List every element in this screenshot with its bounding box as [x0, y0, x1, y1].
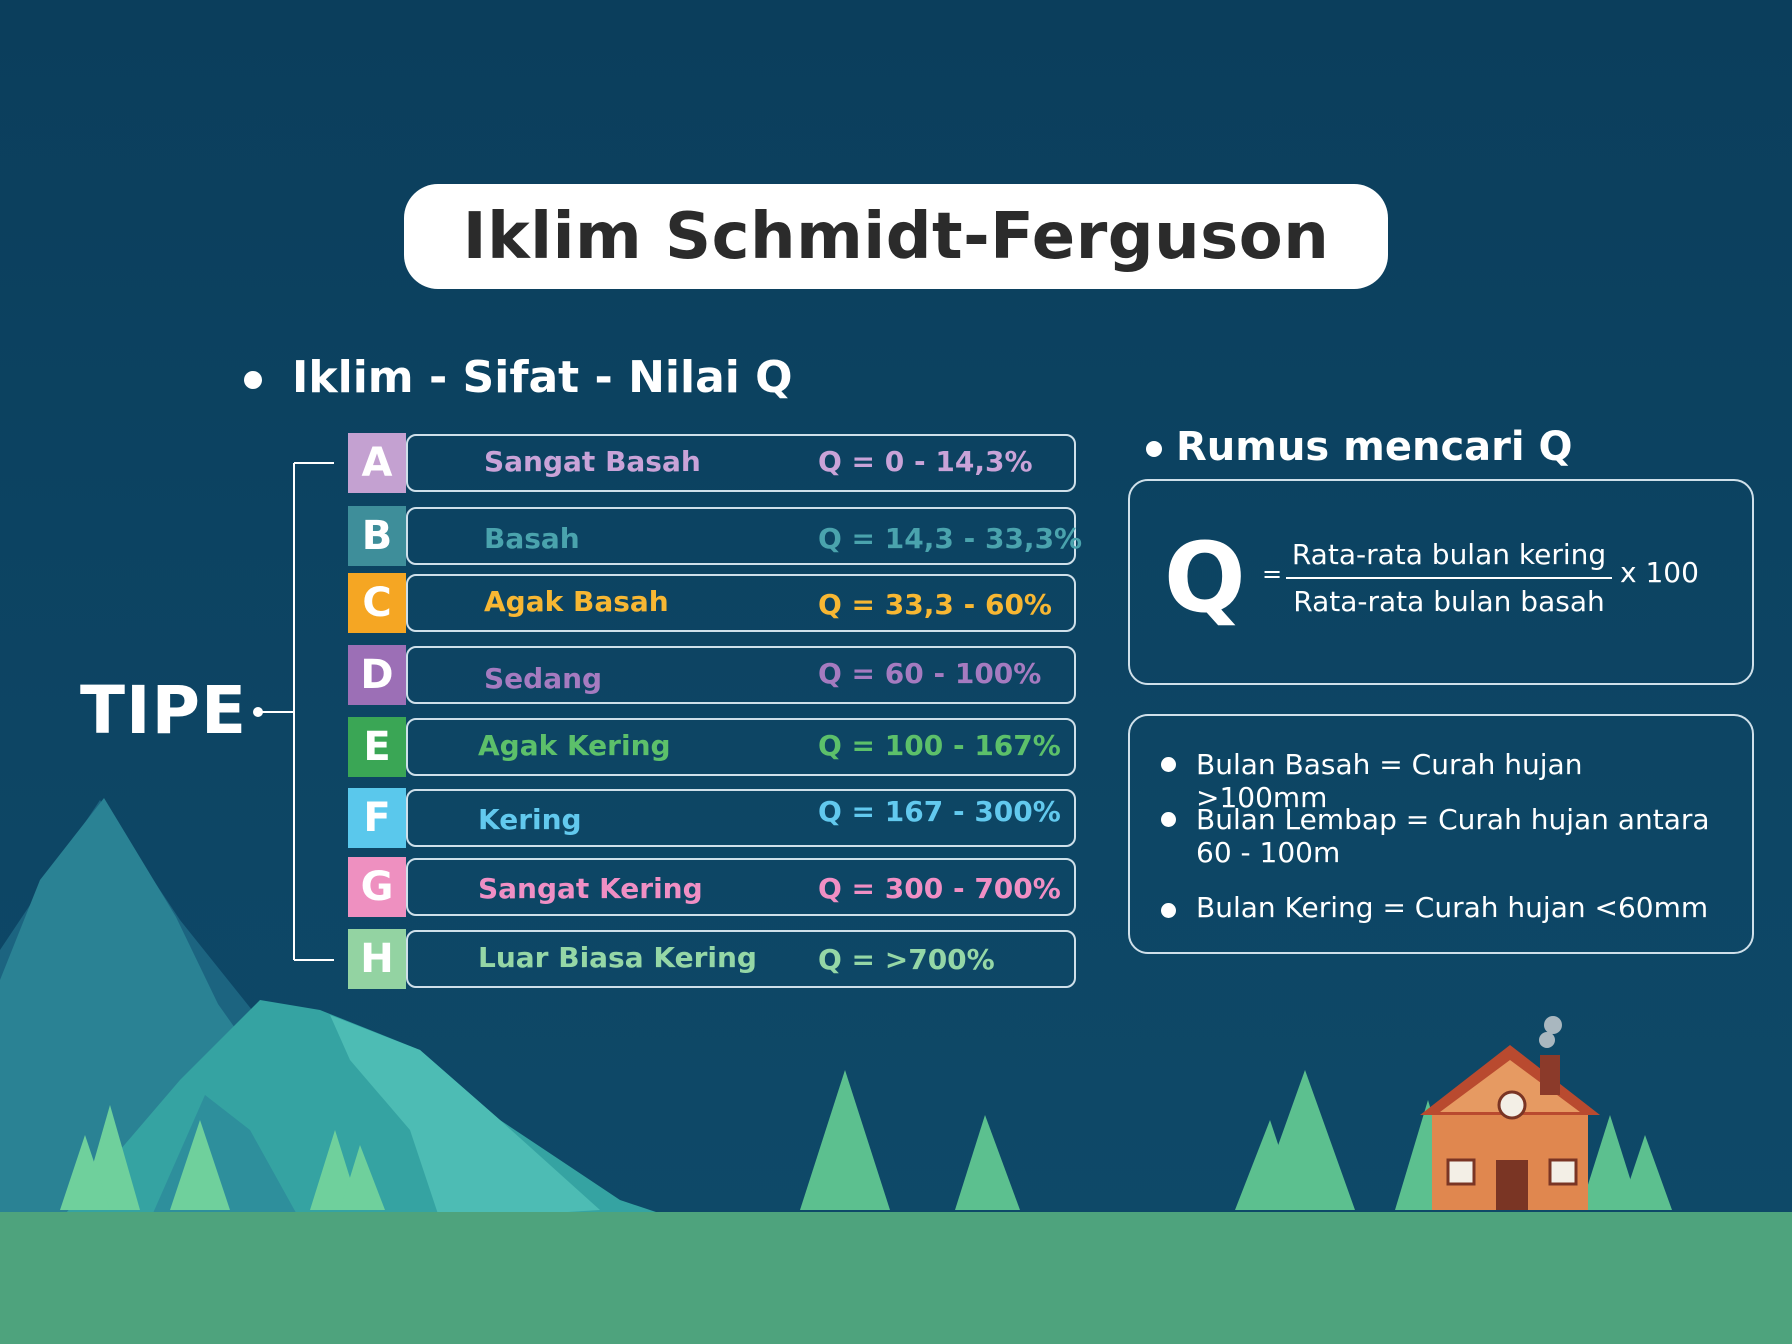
type-name: Agak Basah [484, 585, 669, 618]
type-letter-badge: G [348, 857, 406, 917]
section-heading-right: Rumus mencari Q [1146, 424, 1573, 470]
heading-iklim-sifat-nilai: Iklim - Sifat - Nilai Q [292, 352, 793, 403]
heading-rumus-mencari-q: Rumus mencari Q [1176, 424, 1573, 470]
type-row-f: F Kering Q = 167 - 300% [348, 788, 1076, 848]
row-frame [406, 507, 1076, 565]
formula-box [1128, 479, 1754, 685]
row-frame [406, 434, 1076, 492]
note-bulan-basah: Bulan Basah = Curah hujan >100mm [1196, 748, 1583, 814]
formula-q-symbol: Q [1164, 522, 1246, 634]
type-row-e: E Agak Kering Q = 100 - 167% [348, 717, 1076, 777]
note-bulan-lembap: Bulan Lembap = Curah hujan antara 60 - 1… [1196, 803, 1710, 869]
formula-numerator: Rata-rata bulan kering [1286, 538, 1612, 579]
type-name: Basah [484, 522, 580, 555]
type-row-a: A Sangat Basah Q = 0 - 14,3% [348, 433, 1076, 493]
notes-box [1128, 714, 1754, 954]
group-label-tipe: TIPE [80, 672, 248, 749]
row-frame [406, 858, 1076, 916]
trees-left [60, 1105, 385, 1210]
row-frame [406, 718, 1076, 776]
bullet-icon [244, 371, 262, 389]
formula-denominator: Rata-rata bulan basah [1293, 585, 1605, 618]
type-q-range: Q = 60 - 100% [818, 657, 1042, 690]
row-frame [406, 574, 1076, 632]
type-q-range: Q = >700% [818, 943, 995, 976]
type-name: Sedang [484, 662, 603, 695]
page-title: Iklim Schmidt-Ferguson [462, 199, 1330, 274]
formula-equals: = [1262, 560, 1283, 588]
note-bulan-kering: Bulan Kering = Curah hujan <60mm [1196, 891, 1709, 924]
type-row-b: B Basah Q = 14,3 - 33,3% [348, 506, 1082, 566]
type-q-range: Q = 33,3 - 60% [818, 588, 1052, 621]
type-letter-badge: E [348, 717, 406, 777]
type-name: Luar Biasa Kering [478, 941, 757, 974]
ground [0, 1212, 1792, 1344]
row-frame [406, 789, 1076, 847]
type-row-g: G Sangat Kering Q = 300 - 700% [348, 857, 1076, 917]
type-name: Sangat Basah [484, 445, 701, 478]
type-letter-badge: B [348, 506, 406, 566]
bullet-icon [1161, 903, 1176, 918]
type-row-h: H Luar Biasa Kering Q = >700% [348, 929, 1076, 989]
type-q-range: Q = 14,3 - 33,3% [818, 522, 1083, 555]
type-q-range: Q = 100 - 167% [818, 729, 1061, 762]
section-heading-left: Iklim - Sifat - Nilai Q [244, 352, 793, 403]
type-letter-badge: H [348, 929, 406, 989]
type-q-range: Q = 167 - 300% [818, 795, 1061, 828]
row-frame [406, 930, 1076, 988]
formula-multiplier: x 100 [1620, 556, 1699, 589]
trees-right [1235, 1070, 1672, 1210]
bullet-icon [1161, 812, 1176, 827]
type-letter-badge: A [348, 433, 406, 493]
trees-middle [800, 1070, 1020, 1210]
type-letter-badge: D [348, 645, 406, 705]
type-letter-badge: C [348, 573, 406, 633]
bullet-icon [1161, 757, 1176, 772]
title-banner: Iklim Schmidt-Ferguson [404, 184, 1388, 289]
formula-fraction: Rata-rata bulan kering Rata-rata bulan b… [1286, 538, 1612, 618]
type-q-range: Q = 0 - 14,3% [818, 445, 1033, 478]
house-illustration [1420, 1016, 1600, 1210]
type-row-c: C Agak Basah Q = 33,3 - 60% [348, 573, 1076, 633]
type-name: Sangat Kering [478, 872, 703, 905]
mountain-front-shade [330, 1015, 600, 1220]
type-letter-badge: F [348, 788, 406, 848]
type-name: Kering [478, 803, 582, 836]
bracket-connector [253, 462, 334, 961]
type-name: Agak Kering [478, 729, 671, 762]
type-row-d: D Sedang Q = 60 - 100% [348, 645, 1076, 705]
type-q-range: Q = 300 - 700% [818, 872, 1061, 905]
row-frame [406, 646, 1076, 704]
bullet-icon [1146, 441, 1162, 457]
